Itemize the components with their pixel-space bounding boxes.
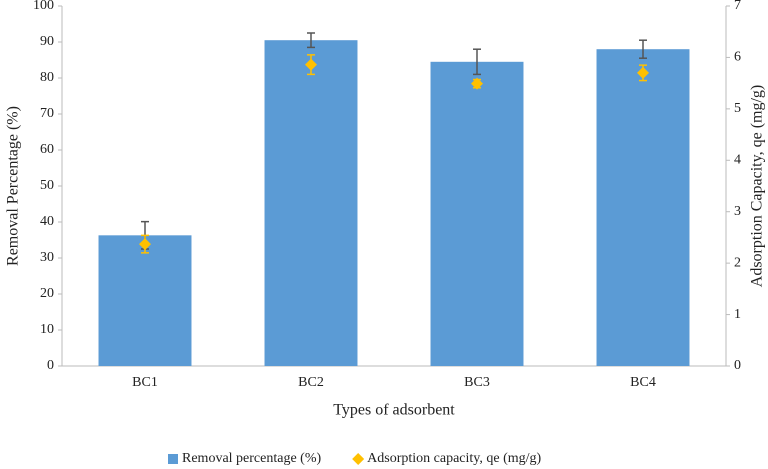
error-bar: [473, 48, 481, 76]
marker: [637, 66, 649, 79]
legend-label: Removal percentage (%): [182, 451, 321, 466]
x-tick-label: BC4: [630, 375, 656, 390]
y-tick-label: 30: [40, 250, 54, 265]
error-bar: [639, 39, 647, 59]
y-tick-label: 60: [40, 142, 54, 157]
legend-swatch: [168, 454, 178, 464]
y-tick-label: 40: [40, 214, 54, 229]
y2-tick-label: 1: [734, 307, 741, 322]
y2-tick-label: 3: [734, 204, 741, 219]
y-tick-label: 20: [40, 286, 54, 301]
legend-label: Adsorption capacity, qe (mg/g): [367, 451, 541, 466]
bar: [596, 49, 690, 366]
marker: [139, 238, 151, 251]
bar: [430, 61, 524, 367]
x-tick-label: BC1: [132, 375, 158, 390]
y2-tick-label: 5: [734, 101, 741, 116]
y2-axis-title: Adsorption Capacity, qe (mg/g): [749, 85, 766, 287]
y2-tick-label: 2: [734, 255, 741, 270]
marker: [305, 58, 317, 71]
error-bar: [307, 32, 315, 49]
y-tick-label: 70: [40, 106, 54, 121]
y2-tick-label: 0: [734, 358, 741, 373]
x-tick-label: BC3: [464, 375, 490, 390]
y-tick-label: 100: [33, 0, 54, 13]
bar: [98, 235, 192, 366]
y-tick-label: 80: [40, 70, 54, 85]
y-tick-label: 50: [40, 178, 54, 193]
y2-tick-label: 7: [734, 0, 741, 13]
bar: [264, 40, 358, 366]
x-tick-label: BC2: [298, 375, 324, 390]
marker: [471, 77, 483, 90]
x-axis-title: Types of adsorbent: [333, 402, 455, 419]
y-tick-label: 0: [47, 358, 54, 373]
legend-swatch: [352, 453, 365, 465]
y2-tick-label: 4: [734, 153, 741, 168]
y-tick-label: 10: [40, 322, 54, 337]
y-tick-label: 90: [40, 34, 54, 49]
y2-tick-label: 6: [734, 50, 741, 65]
y-axis-title: Removal Percentage (%): [5, 106, 22, 266]
